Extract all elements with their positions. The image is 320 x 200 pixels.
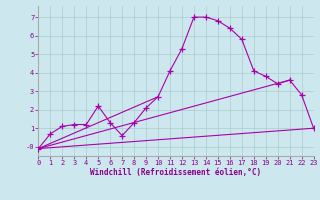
X-axis label: Windchill (Refroidissement éolien,°C): Windchill (Refroidissement éolien,°C) [91,168,261,177]
